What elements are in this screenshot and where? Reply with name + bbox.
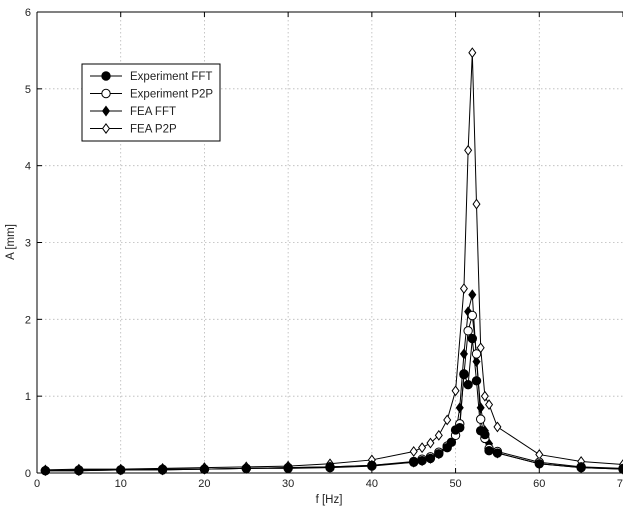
data-point xyxy=(443,414,452,426)
data-point xyxy=(463,379,473,390)
series-markers-1 xyxy=(40,310,623,476)
data-point xyxy=(472,356,481,368)
data-point xyxy=(455,422,465,433)
data-point xyxy=(463,326,473,336)
data-point xyxy=(468,289,477,301)
x-tick-label: 20 xyxy=(198,478,210,490)
data-point xyxy=(459,369,469,379)
data-point xyxy=(480,390,489,402)
data-point xyxy=(459,283,468,295)
series-layer xyxy=(40,47,623,477)
data-point xyxy=(534,459,544,469)
data-point xyxy=(409,457,419,467)
data-point xyxy=(468,47,477,59)
data-point xyxy=(325,462,335,473)
legend: Experiment FFT Experiment P2P FEA FFT FEA P… xyxy=(81,63,221,142)
x-tick-label: 30 xyxy=(282,478,294,490)
legend-marker xyxy=(101,88,111,99)
data-point xyxy=(157,465,168,475)
series-markers-2 xyxy=(41,289,623,477)
data-point xyxy=(467,310,478,321)
data-point xyxy=(418,442,427,454)
data-point xyxy=(472,198,481,210)
x-tick-label: 0 xyxy=(34,478,40,490)
data-point xyxy=(618,464,623,474)
x-tick-label: 50 xyxy=(449,478,461,490)
data-point xyxy=(409,446,418,457)
data-point xyxy=(417,456,427,466)
x-tick-label: 40 xyxy=(366,478,378,490)
data-point xyxy=(485,399,494,411)
data-point xyxy=(484,446,494,456)
data-point xyxy=(455,402,464,414)
data-point xyxy=(40,465,51,476)
data-point xyxy=(464,144,473,156)
legend-marker xyxy=(101,123,111,134)
y-tick-label: 3 xyxy=(25,238,31,250)
y-axis-label: A [mm] xyxy=(5,224,17,260)
data-point xyxy=(476,402,485,414)
data-point xyxy=(471,349,482,359)
x-tick-label: 60 xyxy=(533,478,545,490)
data-point xyxy=(74,465,84,476)
x-tick-label: 7 xyxy=(617,478,623,490)
data-point xyxy=(492,448,503,458)
y-tick-label: 2 xyxy=(25,314,31,326)
series-line-2 xyxy=(45,294,623,472)
data-point xyxy=(493,421,502,433)
y-tick-label: 6 xyxy=(25,7,31,19)
data-point xyxy=(471,376,482,386)
legend-label: FEA FFT xyxy=(130,106,176,118)
x-axis-label: f [Hz] xyxy=(316,494,343,506)
series-line-1 xyxy=(45,315,623,472)
data-point xyxy=(459,348,468,360)
data-point xyxy=(480,429,490,440)
data-point xyxy=(434,429,443,441)
axes xyxy=(36,11,623,474)
data-point xyxy=(425,453,436,464)
legend-marker xyxy=(101,71,111,81)
data-point xyxy=(446,437,457,447)
y-tick-label: 5 xyxy=(25,84,31,96)
data-point xyxy=(426,437,435,449)
data-point xyxy=(467,333,478,344)
legend-label: FEA P2P xyxy=(130,124,177,136)
data-point xyxy=(241,463,251,474)
data-point xyxy=(475,414,486,424)
y-tick-label: 1 xyxy=(25,391,31,403)
legend-label: Experiment FFT xyxy=(130,71,212,83)
data-point xyxy=(434,449,444,459)
legend-marker xyxy=(101,105,111,117)
data-point xyxy=(576,462,586,473)
data-point xyxy=(451,385,460,397)
legend-label: Experiment P2P xyxy=(130,89,213,101)
y-tick-label: 0 xyxy=(25,468,31,480)
series-line-0 xyxy=(45,338,623,472)
series-markers-0 xyxy=(40,333,623,476)
x-tick-label: 10 xyxy=(115,478,127,490)
y-tick-label: 4 xyxy=(25,161,31,173)
